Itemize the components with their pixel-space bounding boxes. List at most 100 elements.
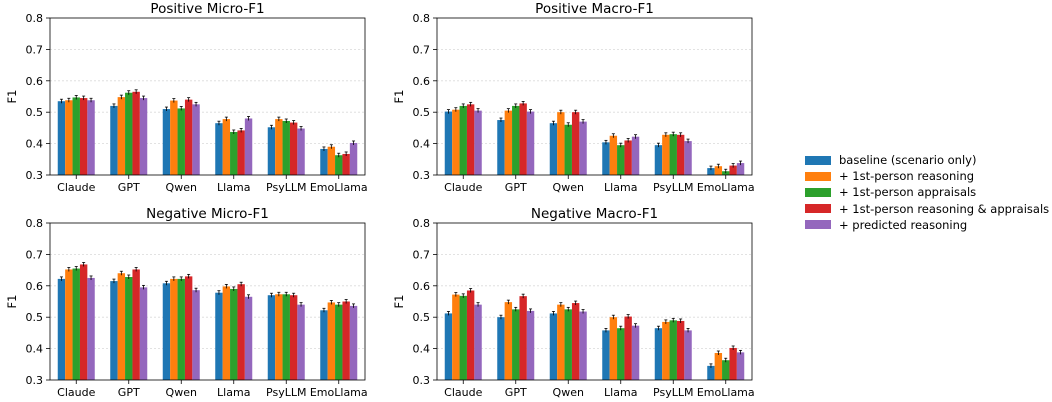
bar-appraisals bbox=[177, 278, 185, 380]
bar-appraisals bbox=[564, 124, 572, 175]
y-tick-label: 0.5 bbox=[26, 311, 44, 324]
bar-reasoning-appraisals bbox=[571, 112, 580, 175]
bar-appraisals bbox=[617, 328, 625, 380]
bar-baseline bbox=[267, 127, 276, 175]
bar-reasoning bbox=[327, 302, 336, 380]
x-tick-label: EmoLlama bbox=[310, 386, 368, 399]
legend-swatch-reasoning-appraisals bbox=[805, 204, 831, 214]
bar-baseline bbox=[602, 330, 610, 380]
bar-reasoning bbox=[504, 110, 513, 175]
y-tick-label: 0.7 bbox=[26, 43, 44, 56]
bar-reasoning-appraisals bbox=[571, 303, 580, 380]
x-tick-label: Qwen bbox=[553, 181, 584, 194]
legend-item-baseline: baseline (scenario only) bbox=[805, 152, 1049, 168]
bar-reasoning-appraisals bbox=[624, 140, 632, 175]
bar-baseline bbox=[444, 111, 453, 175]
bar-predicted-reasoning bbox=[349, 142, 358, 175]
x-tick-label: GPT bbox=[505, 181, 527, 194]
bar-reasoning bbox=[452, 294, 460, 380]
bar-reasoning-appraisals bbox=[79, 98, 88, 175]
y-tick-label: 0.5 bbox=[413, 106, 431, 119]
legend-item-appraisals: + 1st-person appraisals bbox=[805, 184, 1049, 200]
bar-reasoning-appraisals bbox=[184, 276, 193, 380]
bar-appraisals bbox=[669, 134, 677, 175]
legend-label-reasoning-appraisals: + 1st-person reasoning & appraisals bbox=[839, 201, 1050, 216]
bar-reasoning bbox=[222, 119, 231, 175]
bar-reasoning bbox=[609, 317, 618, 380]
bar-reasoning bbox=[327, 146, 336, 175]
x-tick-label: Claude bbox=[444, 386, 482, 399]
x-tick-label: PsyLLM bbox=[653, 181, 693, 194]
x-tick-label: EmoLlama bbox=[310, 181, 368, 194]
x-tick-label: Claude bbox=[444, 181, 482, 194]
bar-predicted-reasoning bbox=[736, 163, 745, 175]
y-tick-label: 0.4 bbox=[26, 343, 44, 356]
axes-frame bbox=[436, 17, 753, 176]
x-tick-label: PsyLLM bbox=[266, 386, 306, 399]
y-tick-label: 0.7 bbox=[26, 248, 44, 261]
bar-predicted-reasoning bbox=[244, 296, 253, 380]
bar-reasoning bbox=[170, 278, 178, 380]
bar-appraisals bbox=[459, 295, 467, 380]
axes-frame bbox=[436, 222, 753, 381]
y-tick-label: 0.6 bbox=[413, 75, 431, 88]
bar-baseline bbox=[162, 283, 171, 380]
bar-reasoning bbox=[65, 269, 73, 380]
bar-predicted-reasoning bbox=[139, 287, 148, 380]
chart-title: Positive Macro-F1 bbox=[535, 1, 654, 17]
y-tick-label: 0.7 bbox=[413, 43, 431, 56]
x-tick-label: Claude bbox=[57, 386, 95, 399]
legend-swatch-predicted-reasoning bbox=[805, 220, 831, 230]
legend-label-baseline: baseline (scenario only) bbox=[839, 153, 977, 167]
bar-predicted-reasoning bbox=[474, 304, 482, 380]
x-tick-label: GPT bbox=[505, 386, 527, 399]
chart-title: Negative Macro-F1 bbox=[531, 206, 658, 222]
x-tick-label: GPT bbox=[118, 181, 140, 194]
x-tick-label: Qwen bbox=[166, 386, 197, 399]
bar-predicted-reasoning bbox=[192, 104, 200, 175]
legend-item-reasoning-appraisals: + 1st-person reasoning & appraisals bbox=[805, 201, 1049, 217]
bar-reasoning-appraisals bbox=[289, 295, 298, 380]
bar-reasoning-appraisals bbox=[79, 264, 88, 380]
y-axis-label: F1 bbox=[5, 90, 19, 104]
chart-negative-micro: 0.3 0.4 0.5 0.6 0.7 0.8 Claude GPT Qwen Llama PsyL… bbox=[5, 206, 368, 399]
bar-reasoning bbox=[452, 109, 460, 175]
x-tick-label: Llama bbox=[604, 181, 637, 194]
bar-reasoning-appraisals bbox=[342, 301, 350, 380]
bar-appraisals bbox=[335, 304, 343, 380]
bar-baseline bbox=[707, 168, 715, 175]
y-axis-label: F1 bbox=[392, 295, 406, 309]
bar-baseline bbox=[497, 120, 505, 175]
chart-title: Negative Micro-F1 bbox=[146, 206, 269, 222]
bar-appraisals bbox=[564, 309, 572, 380]
bar-reasoning-appraisals bbox=[676, 134, 685, 175]
bar-reasoning-appraisals bbox=[237, 284, 245, 380]
bar-appraisals bbox=[512, 309, 520, 380]
x-tick-label: Llama bbox=[217, 181, 250, 194]
x-tick-label: Claude bbox=[57, 181, 95, 194]
bar-reasoning bbox=[557, 112, 565, 175]
chart-positive-micro: 0.3 0.4 0.5 0.6 0.7 0.8 Claude GPT Qwen Llama PsyL… bbox=[5, 1, 368, 194]
bar-predicted-reasoning bbox=[87, 277, 95, 380]
x-tick-label: PsyLLM bbox=[266, 181, 306, 194]
bar-appraisals bbox=[177, 108, 185, 175]
x-tick-label: Llama bbox=[217, 386, 250, 399]
bar-appraisals bbox=[512, 105, 520, 175]
bar-reasoning-appraisals bbox=[466, 290, 475, 380]
bar-predicted-reasoning bbox=[192, 290, 200, 380]
x-tick-label: PsyLLM bbox=[653, 386, 693, 399]
bar-baseline bbox=[57, 101, 66, 175]
bar-predicted-reasoning bbox=[297, 128, 305, 175]
bar-reasoning bbox=[714, 352, 723, 380]
bar-reasoning-appraisals bbox=[466, 104, 475, 175]
bar-predicted-reasoning bbox=[631, 136, 640, 175]
bar-appraisals bbox=[335, 155, 343, 175]
bar-appraisals bbox=[72, 97, 80, 175]
y-tick-label: 0.6 bbox=[26, 280, 44, 293]
y-tick-label: 0.5 bbox=[413, 311, 431, 324]
bar-baseline bbox=[549, 313, 558, 380]
bar-reasoning bbox=[275, 294, 283, 380]
bar-reasoning bbox=[504, 302, 513, 380]
y-tick-label: 0.4 bbox=[413, 343, 431, 356]
y-tick-label: 0.4 bbox=[413, 138, 431, 151]
